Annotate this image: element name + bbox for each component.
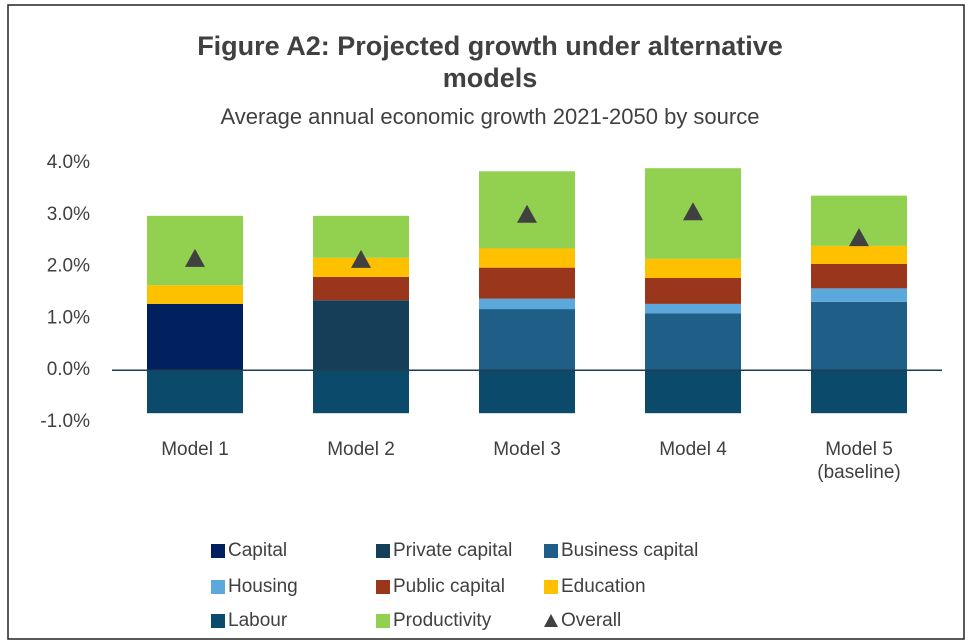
bar-segment [645, 258, 741, 278]
legend-label: Productivity [393, 610, 492, 631]
legend-label: Education [561, 576, 646, 597]
legend-swatch [376, 580, 390, 594]
legend-label: Public capital [393, 576, 505, 597]
legend-label: Capital [228, 540, 287, 561]
bar-segment [147, 303, 243, 371]
bar-segment [811, 370, 907, 414]
chart-title: Figure A2: Projected growth under altern… [197, 31, 783, 61]
bar-segment [313, 300, 409, 371]
y-tick-label: 2.0% [47, 256, 90, 277]
y-tick-label: 4.0% [47, 152, 90, 173]
legend-marker [544, 614, 558, 627]
bar-segment [313, 370, 409, 414]
bar-segment [811, 288, 907, 302]
legend-label: Private capital [393, 540, 512, 561]
overall-marker [849, 228, 869, 247]
y-tick-label: -1.0% [40, 411, 90, 432]
bar-segment [479, 248, 575, 268]
legend-swatch [376, 614, 390, 628]
overall-marker [683, 202, 703, 221]
overall-marker [517, 204, 537, 223]
bar-segment [645, 370, 741, 414]
x-tick-label: Model 3 [493, 439, 561, 460]
x-tick-label: Model 5 (baseline) [817, 439, 901, 483]
legend-swatch [544, 580, 558, 594]
bar-segment [645, 303, 741, 314]
legend-label: Business capital [561, 540, 698, 561]
legend-label: Labour [228, 610, 288, 631]
overall-marker [351, 249, 371, 268]
bar-segment [147, 285, 243, 304]
bar-segment [479, 309, 575, 371]
x-tick-label: Model 1 [161, 439, 229, 460]
chart-title: models [443, 63, 538, 93]
bar-segment [479, 298, 575, 310]
x-tick-label: Model 4 [659, 439, 727, 460]
legend-label: Overall [561, 610, 621, 631]
bar-segment [645, 313, 741, 371]
y-tick-label: 1.0% [47, 307, 90, 328]
bar-segment [313, 276, 409, 301]
bar-segment [811, 245, 907, 265]
bar-segment [645, 277, 741, 304]
legend-label: Housing [228, 576, 298, 597]
bar-segment [147, 370, 243, 414]
legend-swatch [211, 544, 225, 558]
legend-swatch [544, 544, 558, 558]
bar-segment [479, 370, 575, 414]
legend-swatch [211, 614, 225, 628]
bar-segment [811, 301, 907, 371]
x-tick-label: Model 2 [327, 439, 395, 460]
y-tick-label: 3.0% [47, 204, 90, 225]
legend-swatch [376, 544, 390, 558]
bar-segment [811, 264, 907, 289]
legend-swatch [211, 580, 225, 594]
bar-segment [479, 267, 575, 299]
overall-marker [185, 248, 205, 267]
chart-subtitle: Average annual economic growth 2021-2050… [221, 104, 760, 129]
y-tick-label: 0.0% [47, 359, 90, 380]
